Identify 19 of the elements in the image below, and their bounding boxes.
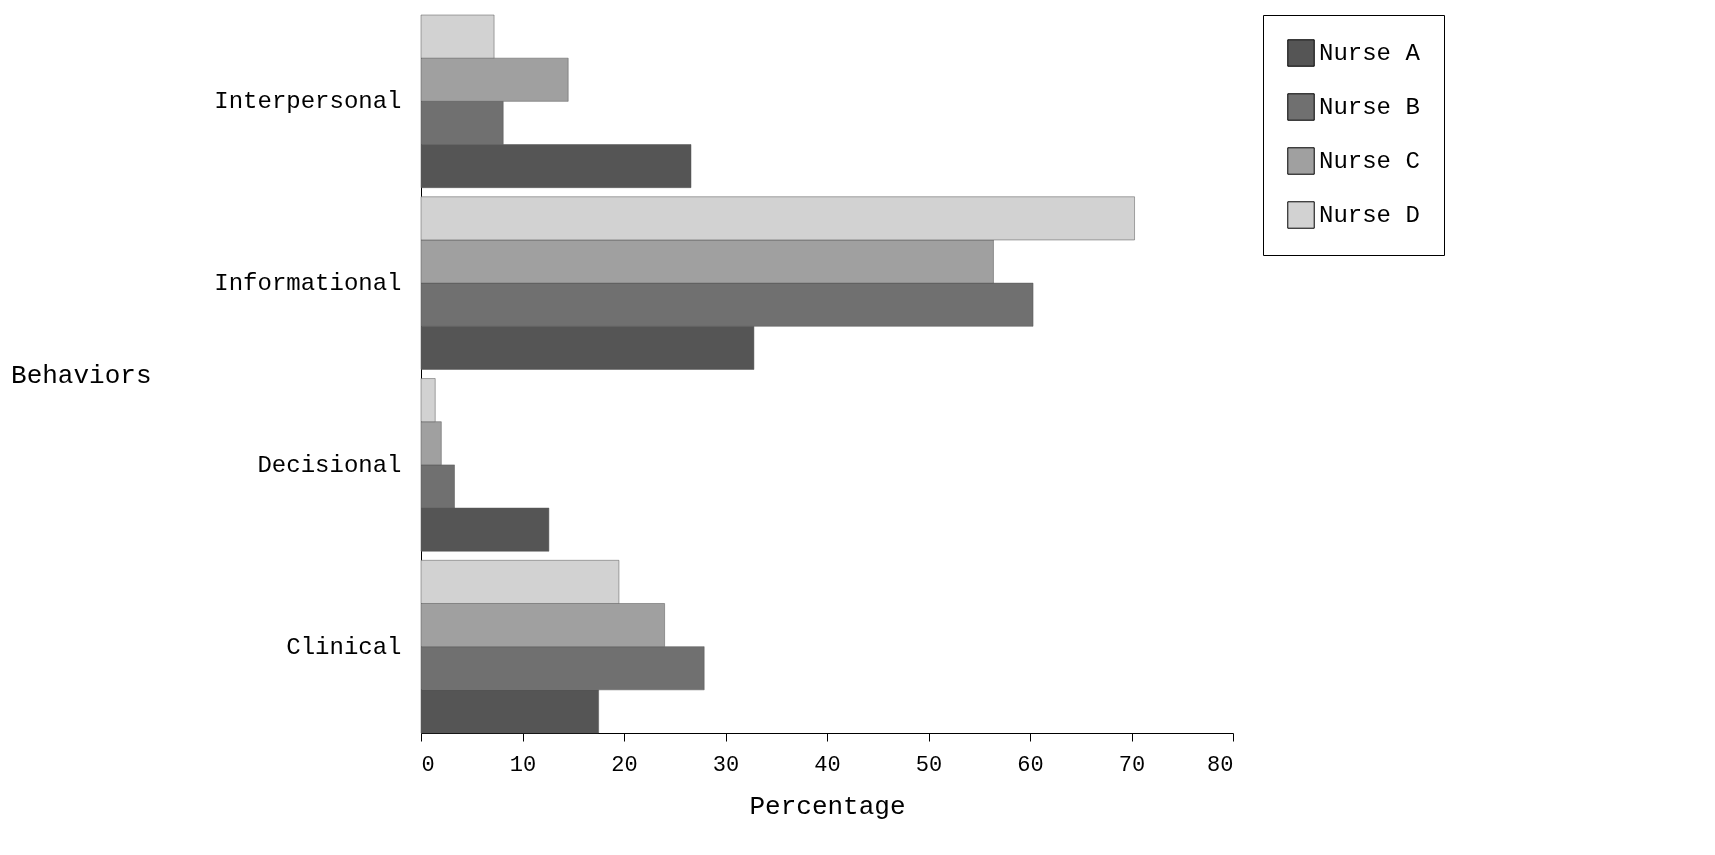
y-tick-label: Decisional: [257, 451, 402, 479]
legend-label: Nurse A: [1319, 40, 1421, 67]
y-tick-label: Interpersonal: [214, 88, 402, 116]
x-tick-label: 30: [712, 752, 740, 778]
legend-label: Nurse B: [1319, 94, 1420, 121]
x-tick-label: 10: [509, 752, 537, 778]
y-tick-label: Clinical: [286, 633, 402, 661]
x-tick-label: 50: [915, 752, 943, 778]
y-tick-label: Informational: [214, 270, 402, 298]
y-axis-title: Behaviors: [11, 360, 152, 391]
legend-label: Nurse D: [1319, 202, 1420, 229]
x-tick-label: 80: [1207, 752, 1234, 778]
x-tick-label: 60: [1017, 752, 1044, 778]
x-tick-label: 40: [814, 752, 841, 778]
x-axis-title: Percentage: [749, 791, 906, 822]
legend-label: Nurse C: [1319, 148, 1420, 175]
x-tick-label: 20: [611, 752, 638, 778]
x-tick-label: 70: [1118, 752, 1146, 778]
x-tick-label: 0: [421, 752, 435, 778]
